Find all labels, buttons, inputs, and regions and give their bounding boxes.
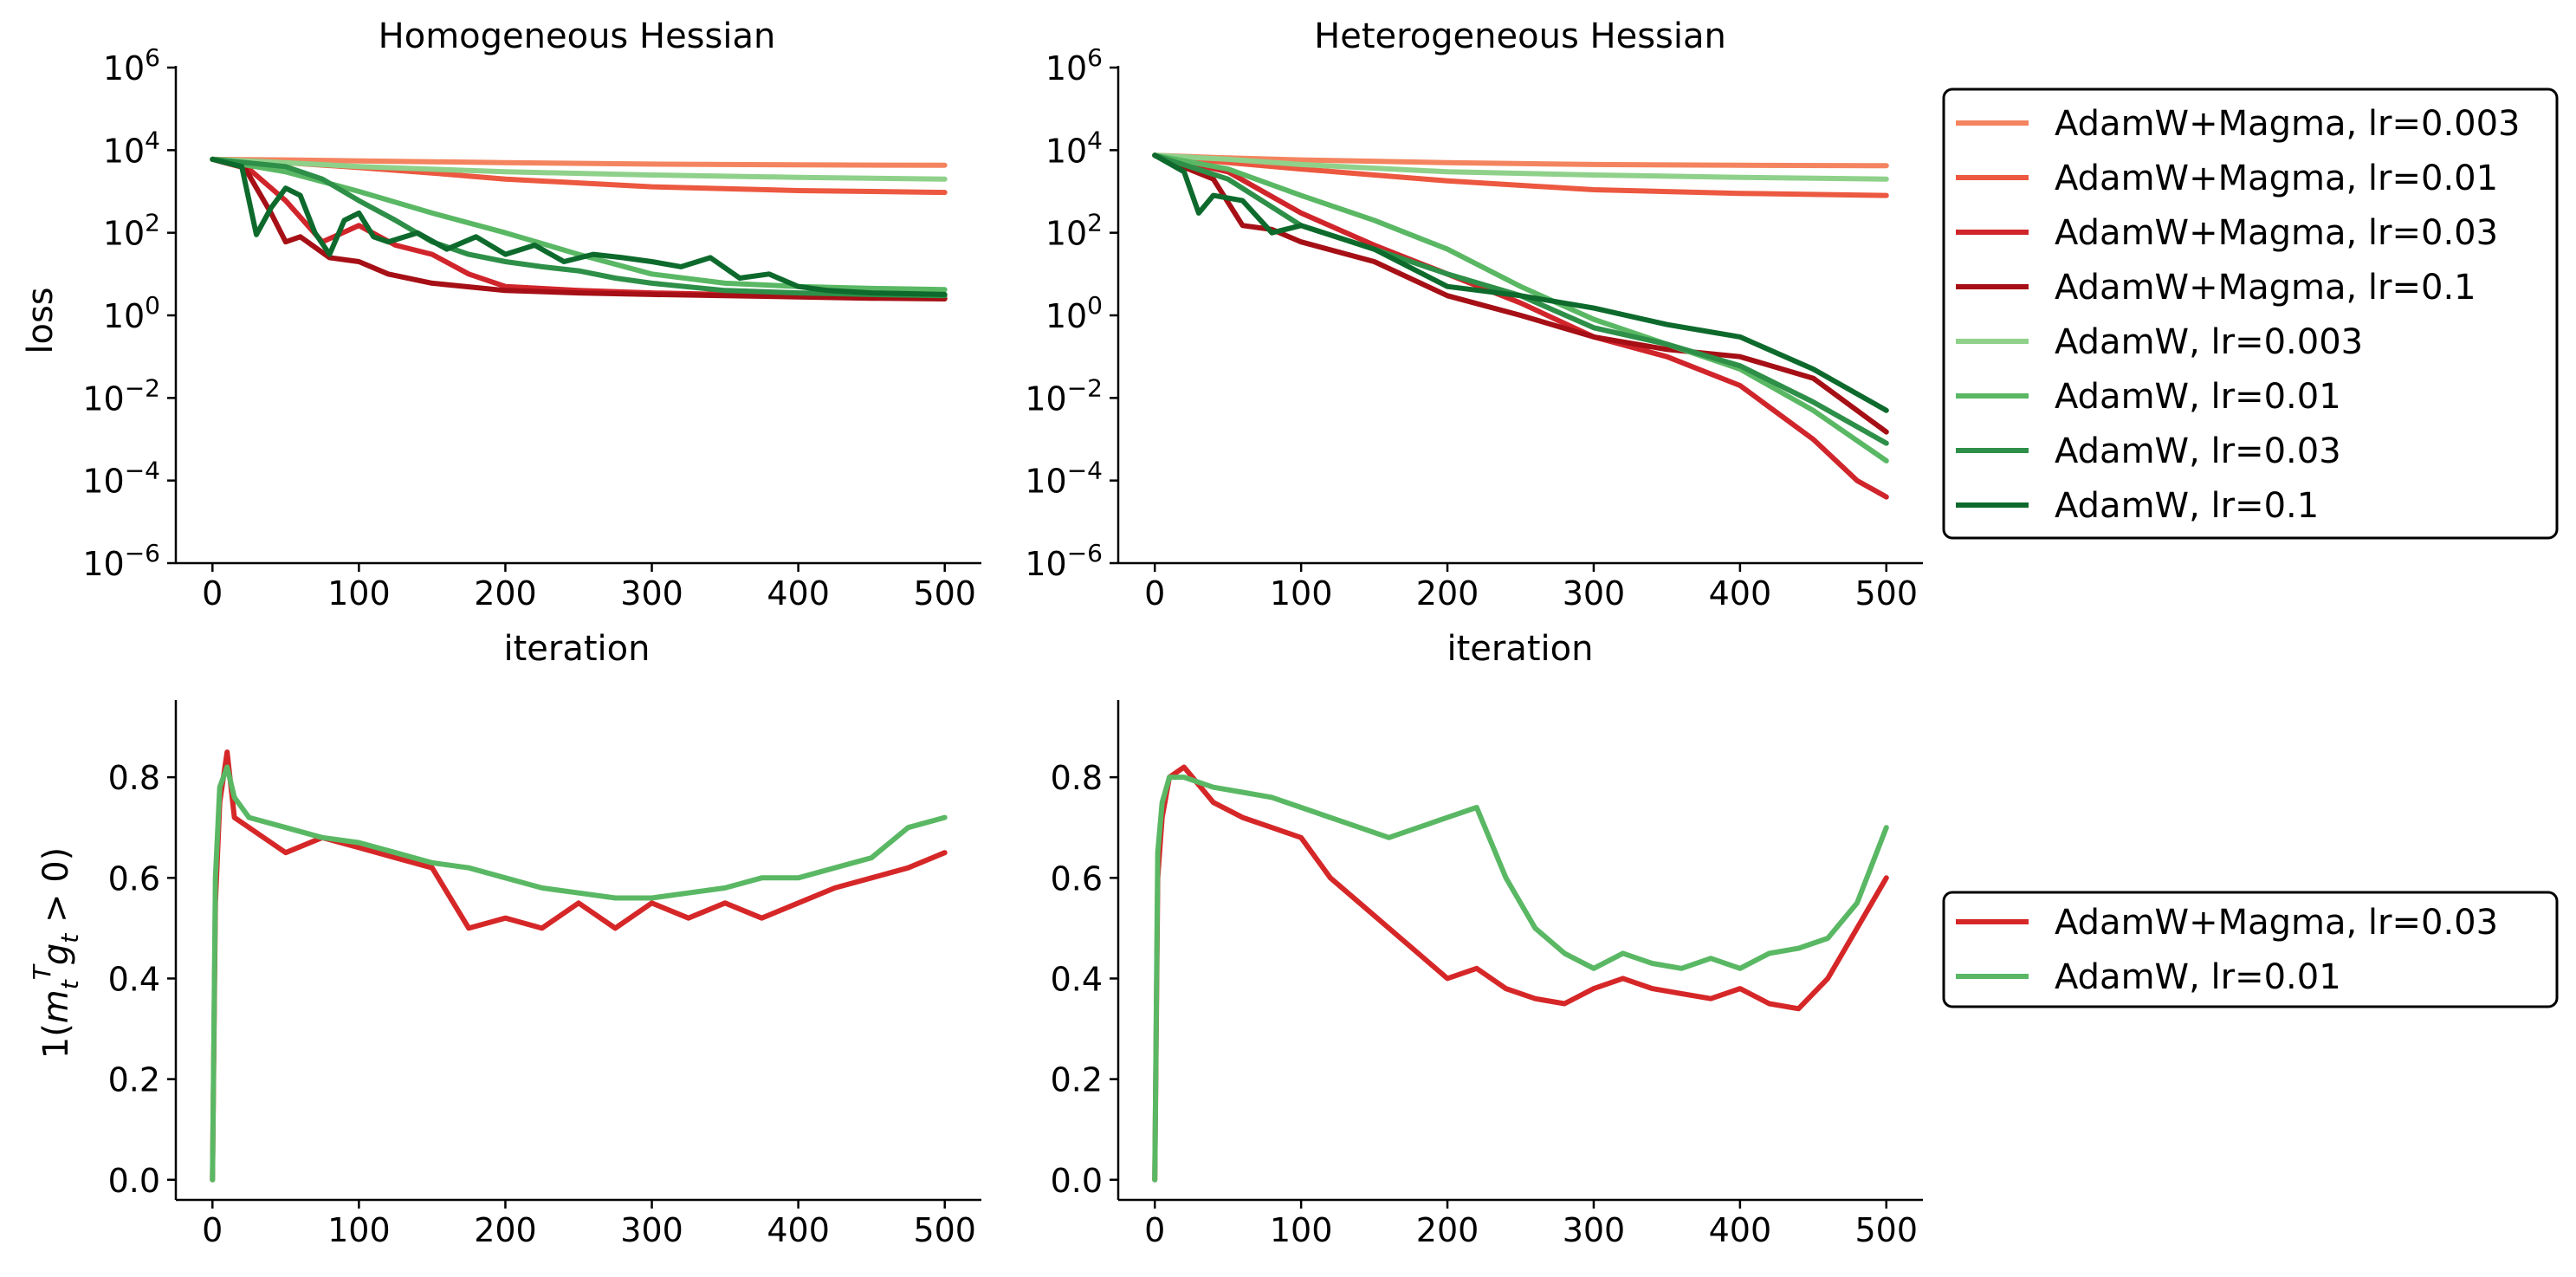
y-tick-label: 0.8 [1051, 759, 1103, 797]
series-line [1152, 152, 1889, 446]
legend-bottom: AdamW+Magma, lr=0.03 AdamW, lr=0.01 [1942, 891, 2559, 1008]
x-tick-label: 0 [1144, 1211, 1165, 1249]
panel-title: Heterogeneous Hessian [1314, 16, 1726, 56]
y-tick-label: 0.2 [108, 1061, 160, 1099]
y-tick-label: 10−2 [82, 373, 160, 418]
series-line [210, 764, 948, 1183]
x-axis-title: iteration [1447, 629, 1594, 669]
legend-label: AdamW, lr=0.003 [2055, 322, 2363, 362]
series-line [210, 156, 948, 299]
x-tick-label: 200 [1416, 1211, 1479, 1249]
x-tick-label: 400 [1709, 1211, 1772, 1249]
series-line [1152, 152, 1889, 500]
y-axis-title: 1(mtTgt > 0) [28, 847, 84, 1060]
x-tick-label: 100 [327, 1211, 391, 1249]
series-line [1152, 152, 1889, 413]
y-tick-label: 0.6 [1051, 859, 1103, 898]
legend-frame [1942, 88, 2559, 540]
x-tick-label: 0 [202, 574, 223, 613]
x-tick-label: 500 [913, 1211, 976, 1249]
legend-frame [1942, 891, 2559, 1008]
x-tick-label: 300 [620, 574, 683, 613]
series-line [210, 156, 948, 182]
y-tick-label: 100 [103, 291, 160, 335]
x-tick-label: 300 [620, 1211, 683, 1249]
y-tick-label: 0.2 [1051, 1061, 1103, 1099]
y-tick-label: 0.0 [1051, 1162, 1103, 1200]
y-tick-label: 10−4 [1025, 457, 1103, 501]
series-line [210, 749, 948, 1183]
panel-title: Homogeneous Hessian [379, 16, 776, 56]
y-tick-label: 10−2 [1025, 373, 1103, 418]
series-line [1152, 152, 1889, 435]
series-line [1152, 152, 1889, 182]
series-line [1152, 152, 1889, 198]
y-axis-title: loss [21, 287, 61, 353]
y-tick-label: 0.4 [108, 960, 160, 998]
y-tick-label: 104 [103, 126, 160, 170]
series-line [210, 156, 948, 297]
legend-label: AdamW, lr=0.1 [2055, 486, 2319, 526]
heterogeneous-loss-panel: Heterogeneous Hessian iteration 0 100 200 3… [1025, 16, 1923, 669]
legend-label: AdamW+Magma, lr=0.01 [2055, 159, 2498, 198]
legend-label: AdamW, lr=0.01 [2055, 957, 2341, 997]
y-tick-label: 106 [103, 43, 160, 88]
series-line [210, 156, 948, 168]
x-tick-label: 300 [1563, 574, 1626, 613]
x-tick-label: 400 [1709, 574, 1772, 613]
x-tick-label: 300 [1563, 1211, 1626, 1249]
y-tick-label: 0.4 [1051, 960, 1103, 998]
homogeneous-alignment-panel: 1(mtTgt > 0) 0 100 200 300 400 500 0.0 0.2 0.4 0.… [28, 700, 981, 1249]
x-tick-label: 200 [1416, 574, 1479, 613]
y-tick-label: 0.8 [108, 759, 160, 797]
x-tick-label: 100 [1270, 1211, 1333, 1249]
legend-label: AdamW+Magma, lr=0.03 [2055, 903, 2498, 943]
legend-label: AdamW, lr=0.01 [2055, 377, 2341, 417]
y-tick-label: 0.0 [108, 1162, 160, 1200]
x-axis-title: iteration [504, 629, 650, 669]
x-tick-label: 400 [767, 574, 830, 613]
y-tick-label: 100 [1045, 291, 1103, 335]
y-tick-label: 106 [1045, 43, 1103, 88]
x-tick-label: 0 [1144, 574, 1165, 613]
y-tick-label: 10−6 [1025, 539, 1103, 583]
x-tick-label: 0 [202, 1211, 223, 1249]
series-line [210, 156, 948, 301]
y-tick-label: 10−4 [82, 457, 160, 501]
y-tick-label: 10−6 [82, 539, 160, 583]
homogeneous-loss-panel: Homogeneous Hessian iteration loss 0 100 2… [21, 16, 981, 669]
x-tick-label: 100 [1270, 574, 1333, 613]
y-tick-label: 102 [1045, 209, 1103, 253]
series-line [1152, 764, 1889, 1183]
x-tick-label: 400 [767, 1211, 830, 1249]
legend-label: AdamW+Magma, lr=0.1 [2055, 268, 2476, 308]
legend-top: AdamW+Magma, lr=0.003 AdamW+Magma, lr=0.0… [1942, 88, 2559, 540]
series-line [1152, 152, 1889, 463]
x-tick-label: 200 [474, 1211, 537, 1249]
legend-label: AdamW+Magma, lr=0.003 [2055, 104, 2521, 144]
y-tick-label: 102 [103, 209, 160, 253]
x-tick-label: 200 [474, 574, 537, 613]
series-line [1152, 775, 1889, 1183]
x-tick-label: 100 [327, 574, 391, 613]
x-tick-label: 500 [1855, 574, 1919, 613]
y-tick-label: 0.6 [108, 859, 160, 898]
legend-label: AdamW, lr=0.03 [2055, 431, 2341, 471]
y-tick-label: 104 [1045, 126, 1103, 170]
x-tick-label: 500 [1855, 1211, 1919, 1249]
x-tick-label: 500 [913, 574, 976, 613]
legend-label: AdamW+Magma, lr=0.03 [2055, 213, 2498, 253]
heterogeneous-alignment-panel: 0 100 200 300 400 500 0.0 0.2 0.4 0.6 0.8 [1051, 700, 1923, 1249]
